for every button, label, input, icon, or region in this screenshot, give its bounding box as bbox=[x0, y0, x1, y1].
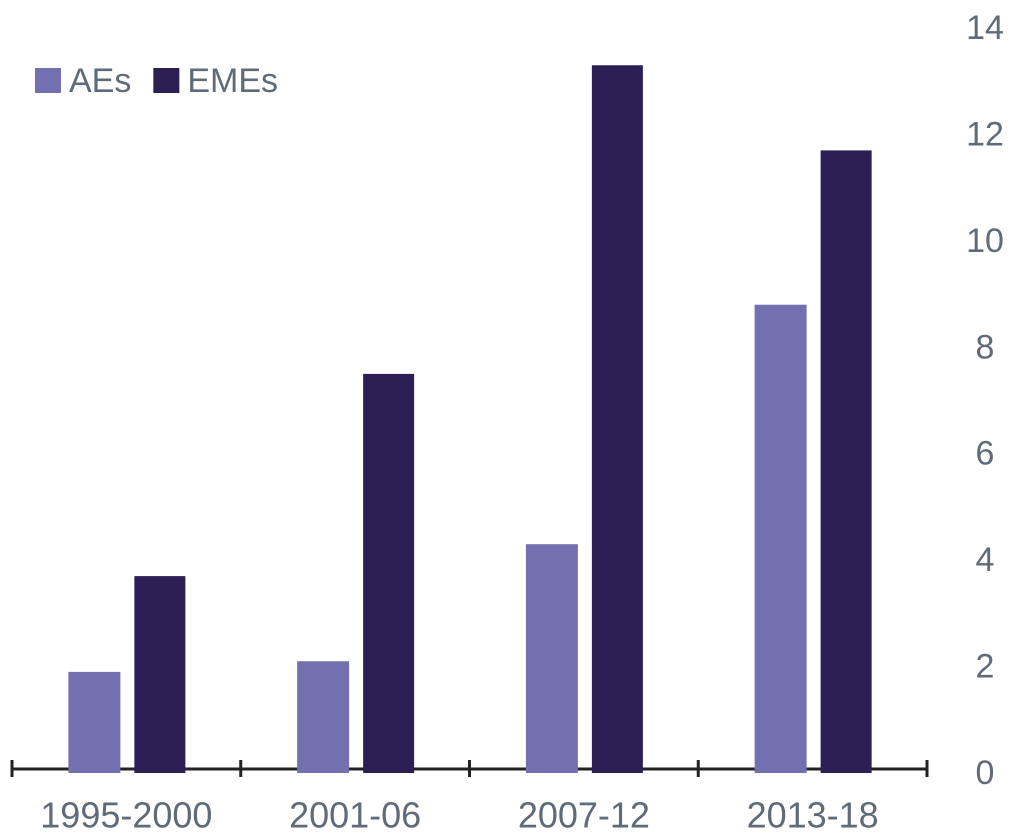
bar bbox=[591, 65, 643, 773]
bar bbox=[820, 150, 872, 774]
bar bbox=[134, 576, 186, 773]
x-tick-label: 2001-06 bbox=[289, 795, 421, 835]
legend-label: EMEs bbox=[187, 62, 278, 100]
x-tick-label: 1995-2000 bbox=[40, 795, 212, 835]
bar bbox=[363, 373, 415, 773]
y-tick-label: 4 bbox=[976, 541, 995, 579]
bar bbox=[754, 304, 807, 773]
legend-swatch bbox=[35, 68, 61, 93]
x-tick-label: 2013-18 bbox=[747, 795, 879, 835]
y-tick-label: 12 bbox=[966, 115, 1004, 153]
bar bbox=[525, 544, 578, 773]
y-tick-label: 2 bbox=[976, 648, 995, 686]
bar bbox=[297, 661, 350, 773]
y-tick-label: 14 bbox=[966, 9, 1004, 47]
legend-label: AEs bbox=[69, 62, 131, 100]
y-tick-label: 8 bbox=[976, 328, 995, 366]
y-tick-label: 10 bbox=[966, 222, 1004, 260]
y-tick-label: 6 bbox=[976, 435, 995, 473]
y-tick-label: 0 bbox=[976, 754, 995, 792]
legend-swatch bbox=[153, 68, 180, 93]
x-tick-label: 2007-12 bbox=[518, 795, 650, 835]
bar bbox=[68, 671, 121, 773]
